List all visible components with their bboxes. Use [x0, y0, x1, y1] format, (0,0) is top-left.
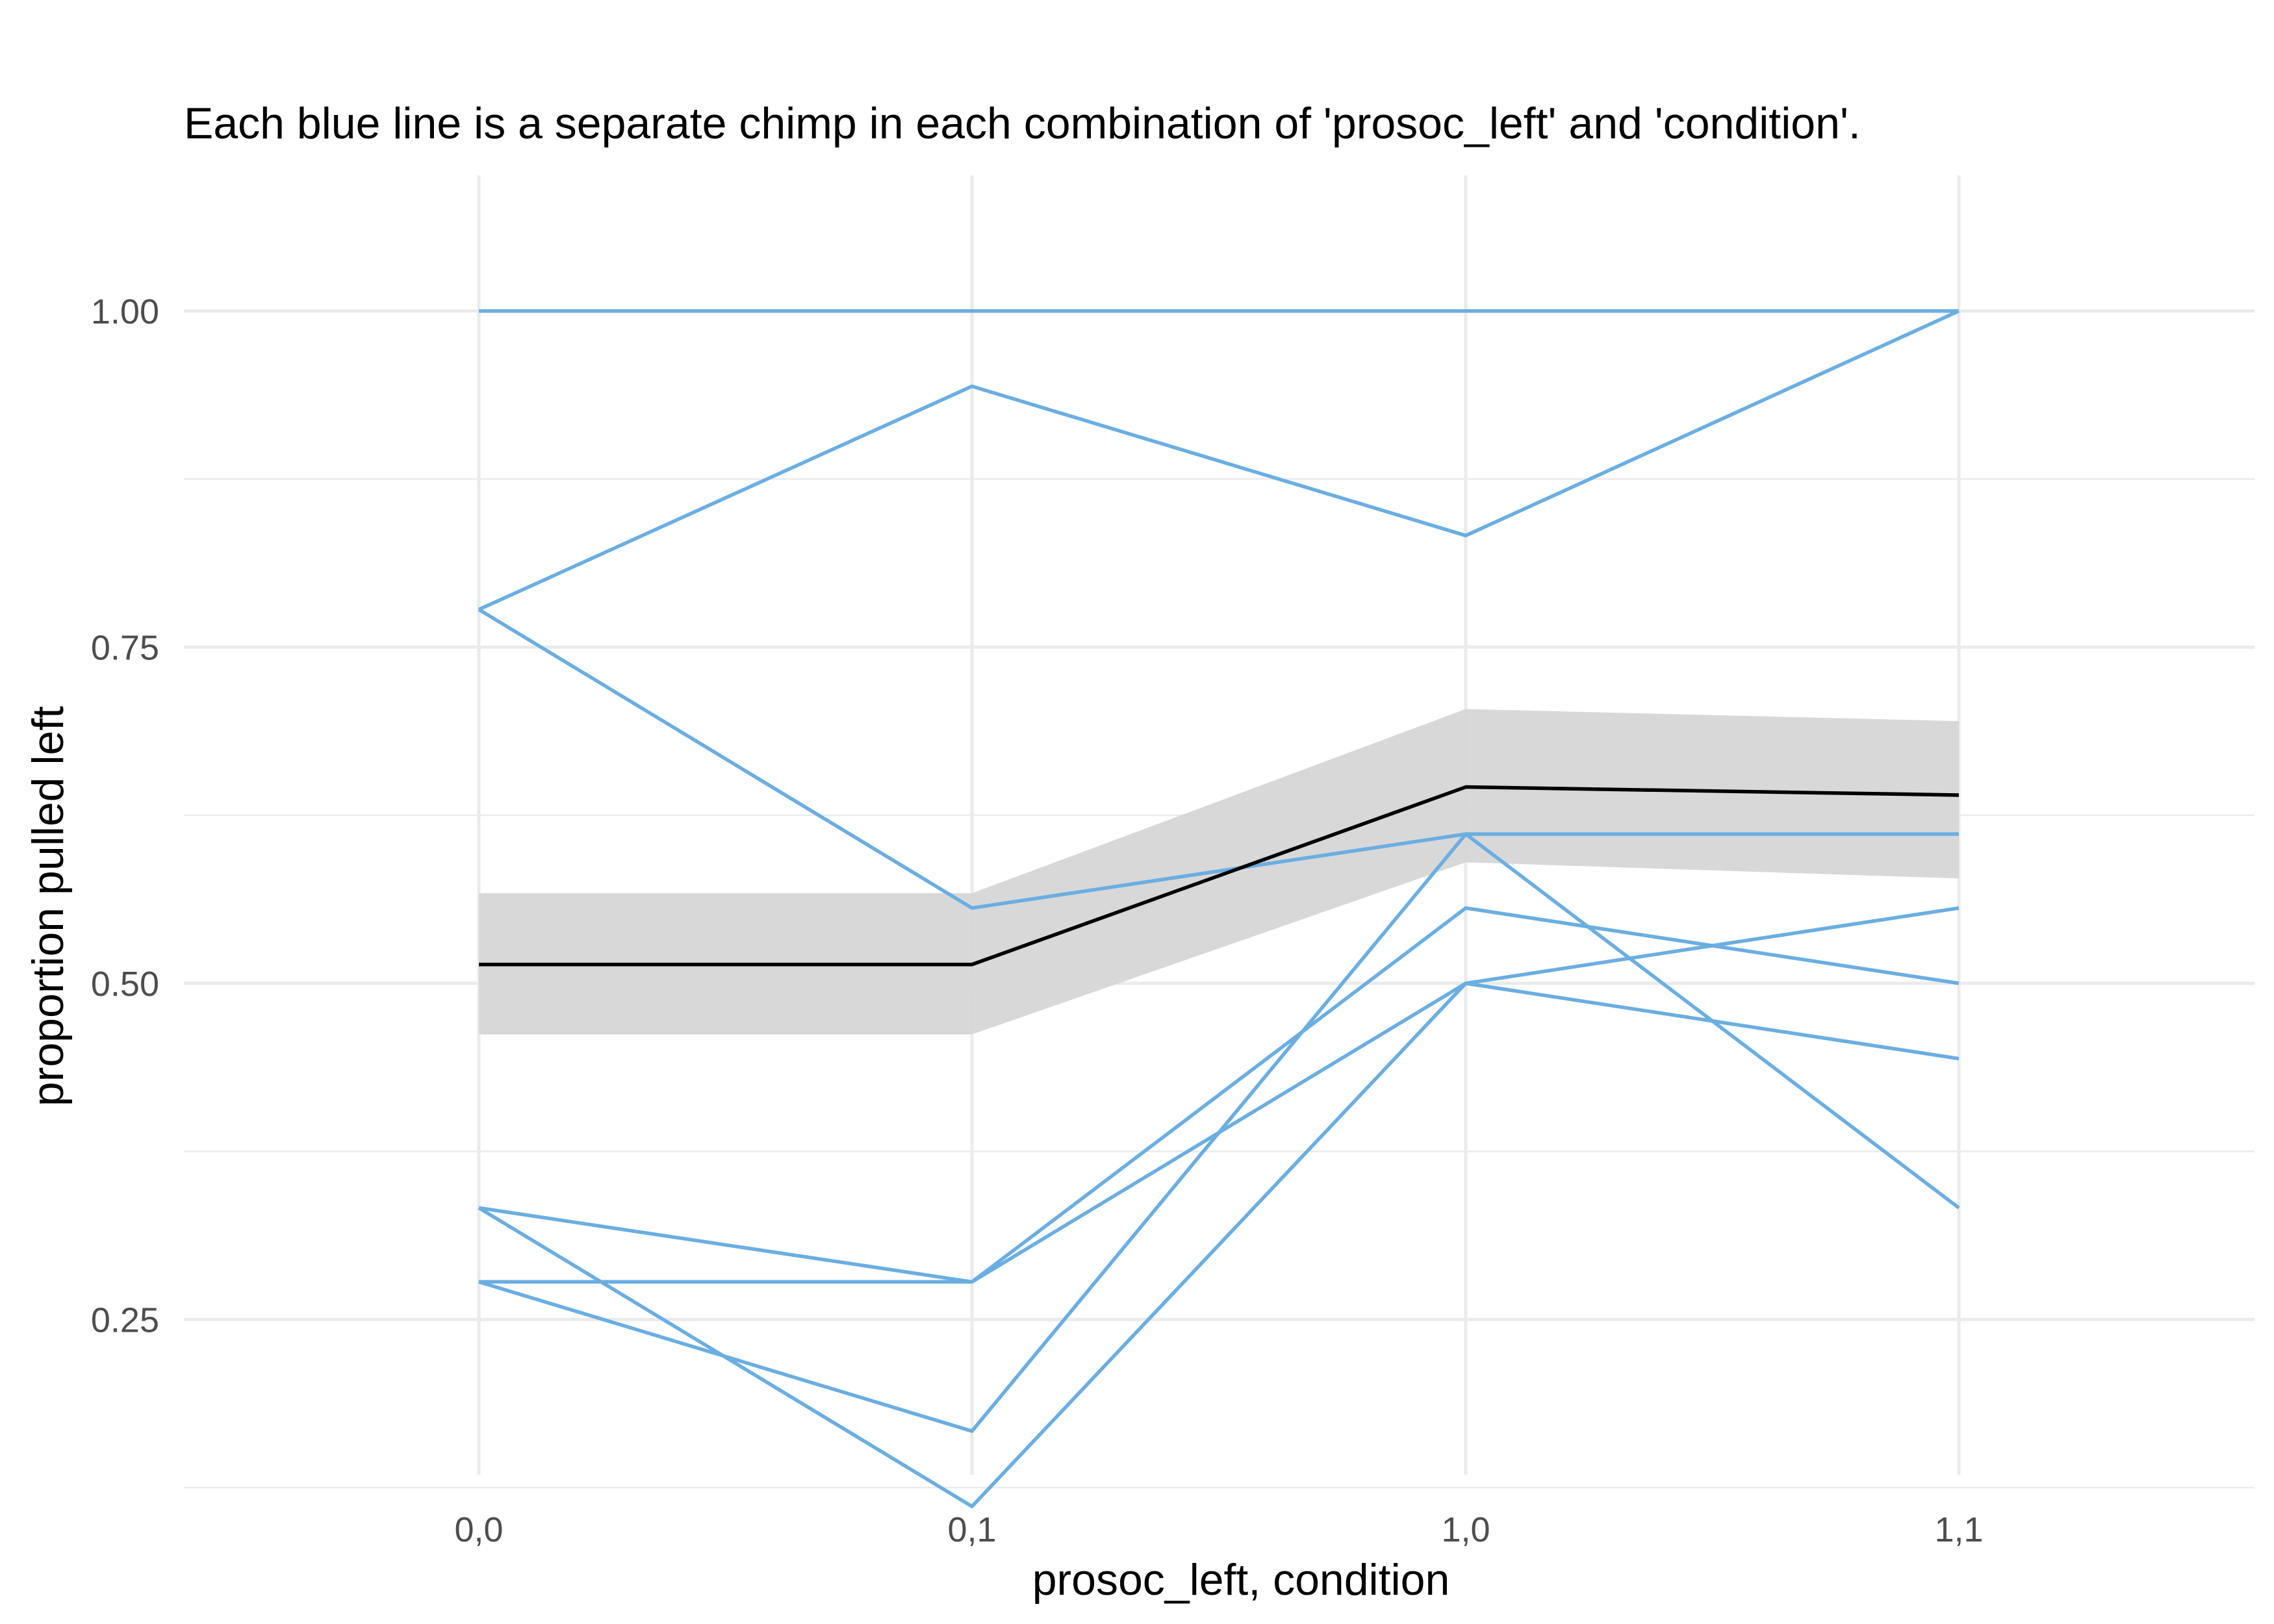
- x-tick-label: 1,1: [1934, 1510, 1983, 1549]
- x-tick-label: 1,0: [1441, 1510, 1490, 1549]
- series-layer: [478, 309, 1960, 1508]
- x-axis-title: prosoc_left, condition: [1032, 1555, 1450, 1605]
- chart-title: Each blue line is a separate chimp in ea…: [184, 99, 1861, 148]
- chimp-line: [479, 906, 1960, 1284]
- x-tick-label: 0,0: [454, 1510, 503, 1549]
- y-tick-label: 1.00: [91, 292, 159, 331]
- y-tick-label: 0.75: [91, 628, 159, 667]
- chimp-line: [478, 607, 1959, 910]
- tick-labels: 0.25 0.50 0.75 1.00 0,0 0,1 1,0 1,1: [91, 292, 1984, 1549]
- y-axis-title: proportion pulled left: [23, 706, 73, 1106]
- y-tick-label: 0.25: [91, 1300, 159, 1339]
- y-tick-label: 0.50: [91, 965, 159, 1004]
- x-tick-label: 0,1: [947, 1510, 996, 1549]
- chimp-line: [478, 309, 1960, 611]
- mean-line: [479, 785, 1960, 967]
- mean-layer: [479, 785, 1960, 967]
- chimp-line: [478, 982, 1960, 1508]
